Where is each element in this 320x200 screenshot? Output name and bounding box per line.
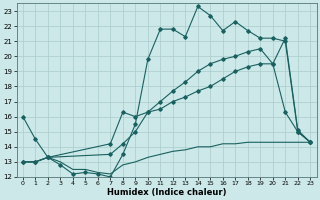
- X-axis label: Humidex (Indice chaleur): Humidex (Indice chaleur): [107, 188, 226, 197]
